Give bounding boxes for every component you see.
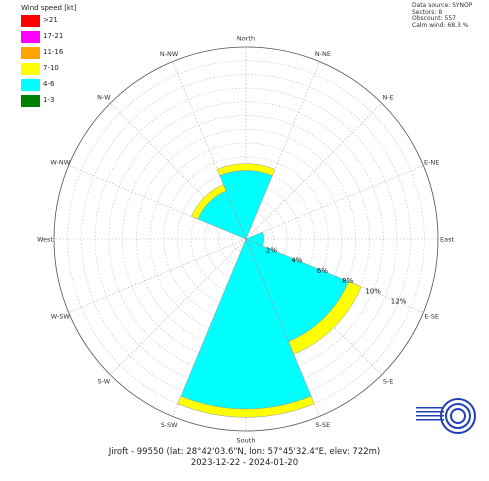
- direction-label: South: [237, 437, 256, 445]
- radial-tick-label: 12%: [391, 298, 407, 306]
- direction-label: N-NW: [160, 50, 179, 58]
- direction-label: West: [37, 236, 53, 244]
- grid-ring: [67, 60, 425, 418]
- legend-item: >21: [21, 15, 101, 27]
- calm-wind: Calm wind: 68.3 %: [412, 21, 469, 29]
- radial-tick-label: 4%: [291, 257, 302, 265]
- direction-label: S-SE: [316, 421, 331, 429]
- direction-label: S-SW: [161, 421, 179, 429]
- date-range: 2023-12-22 - 2024-01-20: [190, 458, 299, 468]
- legend-label: 17-21: [43, 32, 64, 40]
- station-caption: Jiroft - 99550 (lat: 28°42'03.6"N, lon: …: [108, 447, 381, 457]
- radial-tick-label: 10%: [365, 287, 381, 295]
- legend-label: 1-3: [43, 96, 55, 104]
- legend-item: 7-10: [21, 63, 101, 75]
- legend-swatch: [21, 31, 40, 43]
- sectors-count: Sectors: 8: [412, 8, 443, 16]
- obscount: Obscount: 557: [412, 15, 456, 22]
- radial-tick-label: 6%: [317, 267, 328, 275]
- direction-label: E-NE: [424, 159, 439, 167]
- direction-label: N-NE: [315, 50, 331, 58]
- direction-labels: North N-NE N-E E-NE East E-SE S-E S-SE South S-SW…: [37, 35, 454, 445]
- legend-swatch: [21, 95, 40, 107]
- legend-item: 4-6: [21, 79, 101, 91]
- outer-ring: [53, 46, 439, 432]
- direction-label: E-SE: [424, 312, 439, 320]
- legend-swatch: [21, 79, 40, 91]
- direction-label: N-E: [382, 93, 393, 101]
- legend-swatch: [21, 15, 40, 27]
- legend-title: Wind speed [kt]: [21, 4, 77, 12]
- grid-spoke: [68, 238, 247, 313]
- data-source: Data source: SYNOP: [412, 2, 473, 9]
- grid-spoke: [245, 165, 424, 240]
- legend-swatch: [21, 63, 40, 75]
- legend-label: >21: [43, 16, 58, 24]
- wind-sectors: [177, 163, 362, 418]
- legend-item: 17-21: [21, 31, 101, 43]
- legend-label: 4-6: [43, 80, 55, 88]
- direction-label: W-NW: [50, 159, 70, 167]
- sector-bar: [177, 395, 315, 418]
- grid-ring: [163, 156, 329, 322]
- radial-tick-label: 8%: [342, 277, 353, 285]
- direction-label: North: [237, 35, 255, 43]
- direction-label: S-W: [98, 378, 111, 386]
- grid-spoke: [245, 103, 382, 240]
- grid-spoke: [110, 238, 247, 375]
- legend-item: 1-3: [21, 95, 101, 107]
- wmo-logo: [416, 398, 476, 434]
- direction-label: N-W: [97, 93, 111, 101]
- grid-ring: [190, 183, 302, 295]
- direction-label: S-E: [383, 378, 394, 386]
- legend-label: 7-10: [43, 64, 59, 72]
- radial-tick-labels: 2% 4% 6% 8% 10% 12%: [266, 246, 407, 305]
- direction-label: W-SW: [51, 312, 71, 320]
- legend-swatch: [21, 47, 40, 59]
- station-info: Data source: SYNOP Sectors: 8 Obscount: …: [412, 2, 473, 29]
- radial-tick-label: 2%: [266, 246, 277, 254]
- sector-bar: [216, 163, 276, 176]
- legend-label: 11-16: [43, 48, 64, 56]
- sector-bar: [191, 184, 227, 220]
- direction-label: East: [440, 236, 454, 244]
- legend-item: 11-16: [21, 47, 101, 59]
